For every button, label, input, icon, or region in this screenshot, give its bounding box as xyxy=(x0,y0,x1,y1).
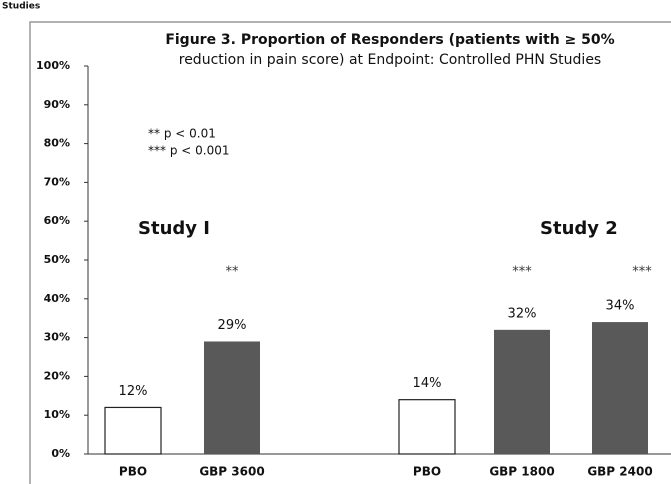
significance: *** xyxy=(632,265,652,280)
x-tick-label: GBP 1800 xyxy=(489,465,554,479)
chart-title: reduction in pain score) at Endpoint: Co… xyxy=(179,52,601,68)
data-label: 12% xyxy=(119,384,148,399)
y-tick-label: 100% xyxy=(36,59,70,72)
y-tick-label: 0% xyxy=(51,447,70,460)
y-tick-label: 10% xyxy=(44,408,70,421)
bar xyxy=(204,341,260,454)
x-tick-label: GBP 2400 xyxy=(587,465,652,479)
significance: ** xyxy=(226,265,240,280)
y-tick-label: 90% xyxy=(44,98,70,111)
x-tick-label: GBP 3600 xyxy=(199,465,264,479)
y-tick-label: 40% xyxy=(44,292,70,305)
y-tick-label: 20% xyxy=(44,369,70,382)
bar xyxy=(398,399,456,455)
x-tick-label: PBO xyxy=(119,465,147,479)
bar xyxy=(494,329,550,454)
note: ** p < 0.01 xyxy=(148,127,216,141)
note: *** p < 0.001 xyxy=(148,144,229,158)
y-tick-label: 60% xyxy=(44,214,70,227)
bar xyxy=(104,406,162,455)
study-label: Study 2 xyxy=(540,218,618,239)
y-tick-label: 30% xyxy=(44,331,70,344)
chart-title: Figure 3. Proportion of Responders (pati… xyxy=(165,32,614,48)
y-tick-label: 70% xyxy=(44,175,70,188)
y-tick-label: 50% xyxy=(44,253,70,266)
bar xyxy=(592,322,648,454)
chart-frame xyxy=(29,21,671,484)
x-tick-label: PBO xyxy=(413,465,441,479)
data-label: 34% xyxy=(606,299,635,314)
y-tick-label: 80% xyxy=(44,137,70,150)
significance: *** xyxy=(512,265,532,280)
study-label: Study I xyxy=(138,218,210,239)
data-label: 29% xyxy=(218,318,247,333)
data-label: 32% xyxy=(508,306,537,321)
page-caption: Studies xyxy=(2,2,40,12)
data-label: 14% xyxy=(413,376,442,391)
